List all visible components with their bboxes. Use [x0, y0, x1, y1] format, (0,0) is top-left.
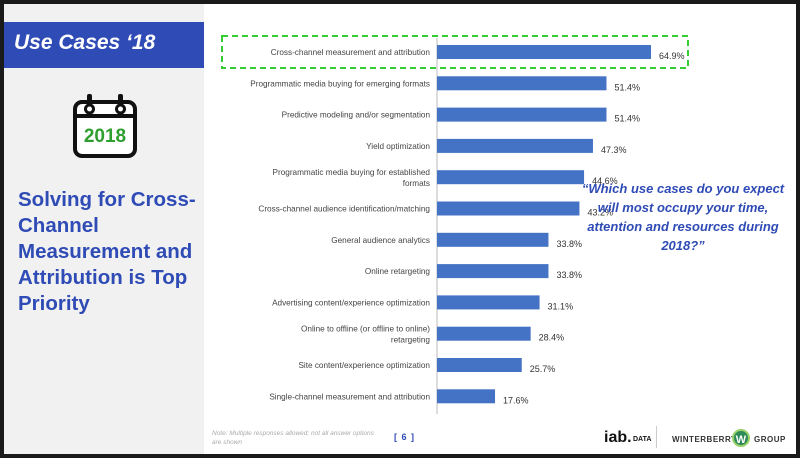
category-label: Cross-channel measurement and attributio…: [271, 48, 431, 57]
slide-title: Use Cases ‘18: [14, 31, 156, 54]
bar: [437, 264, 549, 279]
calendar-year: 2018: [84, 126, 126, 147]
logo-divider: [656, 426, 793, 448]
value-label: 64.9%: [659, 51, 685, 61]
bar: [437, 170, 585, 185]
value-label: 28.4%: [539, 333, 565, 343]
value-label: 31.1%: [548, 301, 574, 311]
bar-chart: Cross-channel measurement and attributio…: [221, 35, 689, 414]
calendar-icon: 2018: [73, 94, 137, 158]
value-label: 17.6%: [503, 395, 529, 405]
highlight-box: [221, 35, 689, 69]
slide: Use Cases ‘18 2018 Solving for Cross-Cha…: [4, 4, 796, 454]
bar: [437, 232, 549, 247]
category-label: General audience analytics: [331, 236, 430, 245]
page-number: [ 6 ]: [394, 432, 416, 442]
value-label: 43.2%: [587, 208, 613, 218]
footnote: Note: Multiple responses allowed; not al…: [212, 430, 374, 446]
value-label: 47.3%: [601, 145, 627, 155]
category-label: Online retargeting: [365, 267, 431, 276]
category-label: Online to offline (or offline to online)…: [301, 325, 430, 345]
category-label: Predictive modeling and/or segmentation: [282, 111, 431, 120]
bar: [437, 138, 593, 153]
category-label: Programmatic media buying for emerging f…: [250, 79, 430, 88]
bar: [437, 201, 580, 216]
sidebar: Use Cases ‘18 2018 Solving for Cross-Cha…: [4, 4, 204, 454]
value-label: 25.7%: [530, 364, 556, 374]
category-label: Advertising content/experience optimizat…: [272, 298, 430, 307]
bar: [437, 107, 607, 122]
bar: [437, 358, 522, 372]
value-label: 51.4%: [614, 114, 640, 124]
bar: [437, 76, 607, 91]
value-label: 33.8%: [556, 270, 582, 280]
bar: [437, 326, 531, 341]
bar: [437, 45, 651, 59]
category-label: Programmatic media buying for establishe…: [273, 168, 431, 188]
category-label: Cross-channel audience identification/ma…: [258, 205, 430, 214]
iab-data-label: DATA: [633, 436, 652, 443]
title-bar: Use Cases ‘18: [4, 22, 204, 68]
value-label: 33.8%: [556, 239, 582, 249]
survey-question: “Which use cases do you expect will most…: [581, 181, 785, 253]
value-label: 44.6%: [592, 176, 618, 186]
category-label: Yield optimization: [366, 142, 430, 151]
bar: [437, 295, 540, 310]
iab-logo: iab.: [604, 429, 632, 446]
winterberry-w-icon: W: [732, 429, 750, 447]
value-label: 51.4%: [614, 82, 640, 92]
headline: Solving for Cross-Channel Measurement an…: [18, 188, 196, 315]
bar: [437, 389, 496, 404]
category-label: Site content/experience optimization: [298, 361, 430, 370]
winterberry-label: WINTERBERRY: [672, 435, 737, 444]
category-label: Single-channel measurement and attributi…: [269, 392, 430, 401]
group-label: GROUP: [754, 435, 786, 444]
